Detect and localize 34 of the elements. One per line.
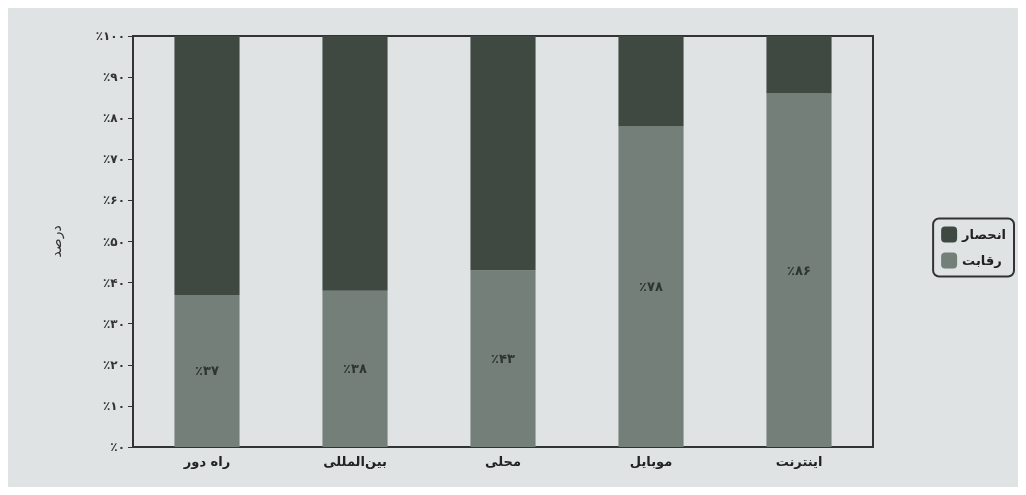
bar xyxy=(618,36,684,127)
data-label: ٪۳۸ xyxy=(343,361,367,377)
y-tick-label: ٪۵۰ xyxy=(103,234,125,249)
y-tick-label: ٪۱۰۰ xyxy=(95,29,125,43)
x-tick-label: بین‌المللی xyxy=(323,454,387,469)
x-tick-label: موبایل xyxy=(629,454,673,469)
bar xyxy=(470,270,536,447)
legend-label: رقابت xyxy=(962,253,1002,268)
y-tick-label: ٪۰ xyxy=(110,440,125,454)
y-axis-title: درصد xyxy=(48,225,65,258)
y-tick-label: ٪۶۰ xyxy=(103,193,125,208)
data-label: ٪۳۷ xyxy=(195,363,219,379)
bar xyxy=(618,126,684,447)
y-tick-label: ٪۹۰ xyxy=(103,70,125,85)
y-tick-label: ٪۴۰ xyxy=(103,275,125,290)
legend-label: انحصار xyxy=(961,227,1007,242)
x-tick-label: راه دور xyxy=(182,454,231,469)
bar xyxy=(174,36,240,295)
bar xyxy=(322,36,388,291)
y-tick-label: ٪۱۰ xyxy=(103,398,125,413)
x-tick-label: محلی xyxy=(485,454,521,469)
x-tick-label: اینترنت xyxy=(775,454,823,469)
data-label: ٪۷۸ xyxy=(639,279,663,295)
bar xyxy=(322,290,388,447)
bar xyxy=(470,36,536,271)
y-tick-label: ٪۷۰ xyxy=(103,152,125,167)
y-tick-label: ٪۸۰ xyxy=(103,111,125,126)
data-label: ٪۴۳ xyxy=(491,351,515,367)
bar xyxy=(766,93,832,447)
y-tick-label: ٪۲۰ xyxy=(103,357,125,372)
bar xyxy=(766,36,832,94)
data-label: ٪۸۶ xyxy=(787,262,811,278)
bar xyxy=(174,294,240,447)
y-tick-label: ٪۳۰ xyxy=(103,316,125,331)
